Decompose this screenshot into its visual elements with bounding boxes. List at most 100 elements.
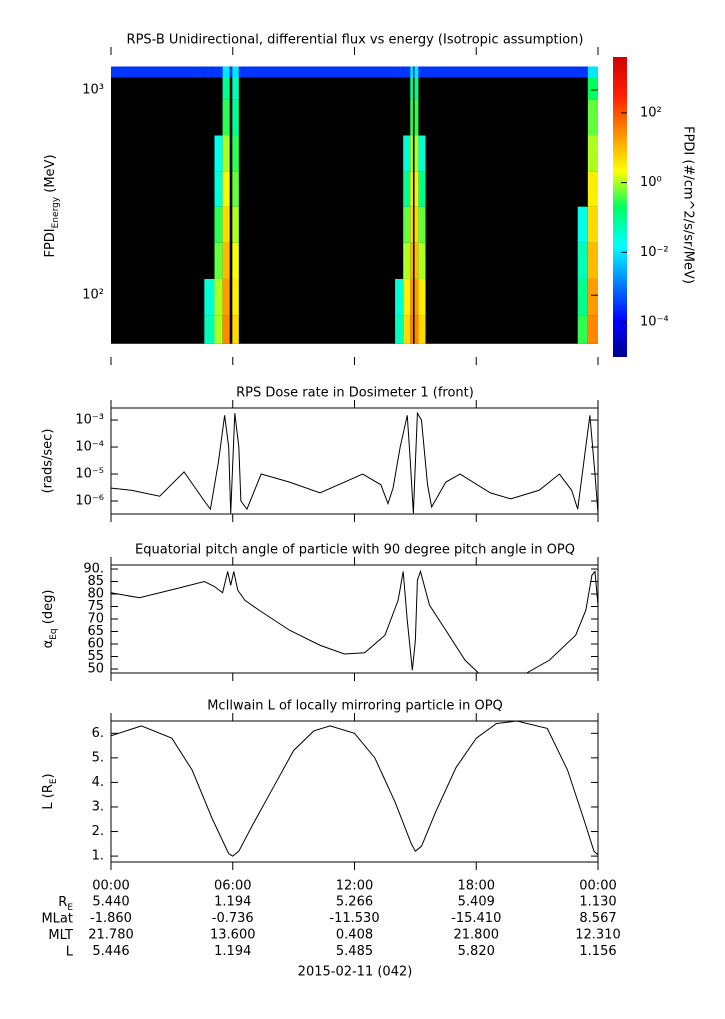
y-tick-label: 2.: [92, 824, 104, 839]
ephemeris-value: 5.485: [336, 944, 373, 959]
heat-cell: [222, 171, 230, 207]
heat-cell: [222, 135, 230, 172]
y-tick-label: 55: [87, 649, 104, 664]
heat-cell: [414, 77, 419, 100]
ephemeris-value: -1.860: [90, 911, 132, 926]
heat-cell: [412, 66, 415, 78]
heat-cell: [232, 77, 239, 100]
ephemeris-value: 5.446: [92, 944, 129, 959]
ephemeris-value: 13.600: [210, 928, 256, 943]
heat-cell: [587, 77, 598, 100]
panel-title: Equatorial pitch angle of particle with …: [135, 543, 575, 558]
heat-cell: [222, 242, 230, 279]
heat-cell: [403, 206, 411, 243]
y-tick-label: 10⁻⁶: [75, 494, 104, 509]
y-tick-label: 10⁻⁴: [75, 440, 104, 455]
heat-cell: [587, 315, 598, 344]
heat-cell: [587, 135, 598, 172]
heat-cell: [395, 278, 404, 316]
panel-frame: [110, 720, 599, 863]
heat-cell: [587, 206, 598, 243]
ephemeris-row-label-part: R: [58, 895, 67, 910]
data-line: [111, 721, 598, 857]
y-axis-label-part: ): [41, 773, 56, 778]
heat-cell: [414, 66, 419, 78]
y-axis-label: L (RE): [41, 773, 59, 809]
colorbar: [613, 57, 627, 357]
panel-frame: [110, 564, 599, 674]
heat-cell: [232, 171, 239, 207]
ephemeris-value: 5.820: [458, 944, 495, 959]
heat-cell: [577, 242, 588, 279]
heat-cell: [410, 135, 413, 172]
heat-cell: [222, 99, 230, 136]
plot-area: [111, 569, 598, 673]
heat-cell: [214, 135, 223, 172]
heat-cell: [410, 206, 413, 243]
heat-cell: [587, 171, 598, 207]
x-tick-label: 00:00: [579, 879, 616, 894]
heat-cell: [418, 315, 426, 344]
heat-cell: [410, 315, 413, 344]
ephemeris-value: 1.156: [579, 944, 616, 959]
panel-frame: [110, 407, 599, 515]
heat-cell: [418, 206, 426, 243]
plot-area: [111, 411, 598, 514]
ephemeris-row-label-part: MLT: [48, 928, 73, 943]
ephemeris-value: 12.310: [575, 928, 621, 943]
heat-cell: [577, 278, 588, 316]
panel-title: RPS-B Unidirectional, differential flux …: [127, 33, 584, 48]
y-axis-label-part: Energy: [51, 196, 61, 228]
colorbar-label: FPDI (#/cm^2/s/sr/MeV): [681, 126, 696, 284]
heat-cell: [232, 278, 239, 316]
heat-cell: [577, 315, 588, 344]
heat-cell: [587, 66, 598, 78]
y-axis-label-part: L (R: [41, 784, 56, 809]
ephemeris-row-label: L: [66, 944, 74, 959]
heat-cell: [232, 66, 239, 78]
panel-title: McIlwain L of locally mirroring particle…: [207, 699, 503, 714]
heat-cell: [577, 206, 588, 243]
ephemeris-row-label-part: L: [66, 944, 74, 959]
heat-cell: [214, 171, 223, 207]
ephemeris-row-label: MLat: [41, 911, 73, 926]
heat-cell: [414, 135, 419, 172]
date-label: 2015-02-11 (042): [298, 965, 413, 980]
heat-cell: [414, 206, 419, 243]
heat-cell: [229, 66, 233, 78]
x-tick-label: 18:00: [458, 879, 495, 894]
no-data-background: [111, 66, 598, 344]
heat-cell: [587, 99, 598, 136]
heat-cell: [403, 315, 411, 344]
heat-cell: [414, 315, 419, 344]
heat-cell: [414, 99, 419, 136]
heat-cell: [111, 66, 205, 78]
heat-cell: [222, 278, 230, 316]
heat-cell: [403, 66, 411, 78]
y-tick-label: 50: [87, 662, 104, 677]
heat-cell: [214, 206, 223, 243]
ephemeris-value: 21.800: [454, 928, 500, 943]
heat-cell: [410, 171, 413, 207]
heat-cell: [418, 135, 426, 172]
heat-cell: [222, 77, 230, 100]
y-axis-label-part: Eq: [49, 628, 59, 639]
ephemeris-value: 5.409: [458, 895, 495, 910]
heat-cell: [425, 66, 578, 78]
heat-cell: [232, 315, 239, 344]
heat-cell: [414, 242, 419, 279]
heat-cell: [204, 66, 215, 78]
heat-cell: [232, 206, 239, 243]
y-tick-label: 6.: [92, 726, 104, 741]
y-tick-label: 90.: [83, 562, 104, 577]
heat-cell: [222, 206, 230, 243]
ephemeris-value: 1.194: [214, 944, 251, 959]
heat-cell: [214, 242, 223, 279]
data-line: [111, 411, 598, 514]
colorbar-tick-label: 10⁻⁴: [640, 315, 669, 330]
ephemeris-value: 0.408: [336, 928, 373, 943]
heat-cell: [410, 66, 413, 78]
y-tick-label: 65: [87, 624, 104, 639]
heat-cell: [238, 66, 396, 78]
